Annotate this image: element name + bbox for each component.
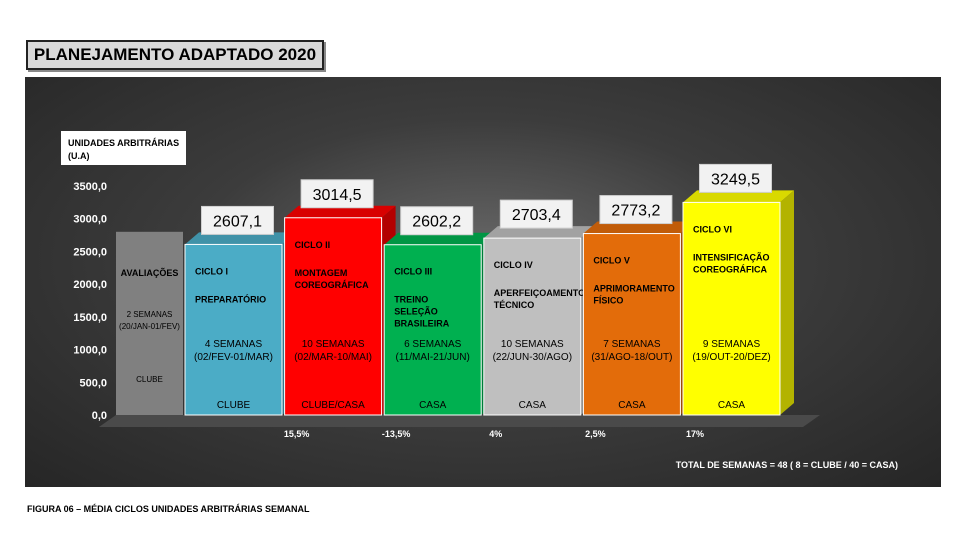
y-tick-label: 500,0: [79, 377, 107, 389]
baseline-bar-avaliacoes: [116, 231, 183, 415]
location-label: CLUBE: [217, 400, 251, 411]
y-axis-label: (U.A): [68, 151, 90, 161]
bar-top: [683, 190, 794, 203]
weeks-label: (22/JUN-30/AGO): [493, 352, 572, 363]
value-label: 2703,4: [512, 207, 561, 224]
weeks-label: 7 SEMANAS: [603, 339, 661, 350]
bar-top: [185, 232, 296, 245]
value-label-box: [400, 206, 474, 236]
value-label: 2602,2: [412, 214, 461, 231]
weeks-label: 4 SEMANAS: [205, 339, 263, 350]
cycle-name: FÍSICO: [593, 296, 623, 306]
cycle-label: CICLO II: [295, 240, 331, 250]
change-label: -13,5%: [382, 429, 411, 439]
weeks-label: 10 SEMANAS: [501, 339, 564, 350]
weeks-label: 9 SEMANAS: [703, 339, 761, 350]
cycle-name: BRASILEIRA: [394, 319, 450, 329]
cycle-name: APRIMORAMENTO: [593, 284, 674, 294]
bar-side: [780, 190, 794, 415]
bar-top: [384, 232, 496, 245]
change-label: 15,5%: [284, 429, 310, 439]
value-label-box: [599, 195, 673, 225]
value-label-box: [201, 205, 274, 235]
cycle-name: COREOGRÁFICA: [295, 280, 370, 290]
cycle-label: CICLO VI: [693, 224, 732, 234]
weeks-label: 6 SEMANAS: [404, 339, 462, 350]
value-label-box: [499, 199, 573, 229]
weeks-label: (02/FEV-01/MAR): [194, 352, 273, 363]
bar-front: [284, 217, 383, 416]
bar-front: [184, 243, 283, 416]
baseline-bar-text: 2 SEMANAS: [127, 310, 173, 319]
location-label: CASA: [419, 400, 447, 411]
cycle-name: APERFEIÇOAMENTO: [494, 288, 585, 298]
y-tick-label: 3000,0: [73, 214, 107, 226]
baseline-bar-text: (20/JAN-01/FEV): [119, 322, 180, 331]
location-label: CLUBE/CASA: [301, 400, 365, 411]
cycle-name: TÉCNICO: [494, 300, 535, 310]
weeks-label: 10 SEMANAS: [302, 339, 365, 350]
total-weeks-note: TOTAL DE SEMANAS = 48 ( 8 = CLUBE / 40 =…: [676, 460, 898, 470]
chart-floor: [99, 415, 820, 427]
value-label: 2773,2: [611, 203, 660, 220]
weeks-label: (02/MAR-10/MAI): [294, 352, 372, 363]
chart-panel: UNIDADES ARBITRÁRIAS (U.A) 0,0 500,0 1000,0 1…: [25, 77, 941, 487]
y-axis-label-box: [61, 131, 186, 165]
bar-front: [682, 201, 781, 416]
cycle-name: COREOGRÁFICA: [693, 264, 768, 274]
location-label: CASA: [718, 400, 746, 411]
bar-top: [483, 226, 595, 239]
change-label: 2,5%: [585, 429, 606, 439]
change-label: 17%: [686, 429, 704, 439]
cycle-name: SELEÇÃO: [394, 307, 438, 317]
cycle-name: INTENSIFICAÇÃO: [693, 252, 770, 262]
y-axis-label: UNIDADES ARBITRÁRIAS: [68, 138, 179, 148]
cycle-name: PREPARATÓRIO: [195, 293, 266, 304]
value-label: 2607,1: [213, 213, 262, 230]
chart-title: PLANEJAMENTO ADAPTADO 2020: [26, 40, 324, 70]
value-label: 3014,5: [313, 187, 362, 204]
bar-top: [284, 205, 396, 218]
y-tick-label: 0,0: [92, 410, 107, 422]
weeks-label: (19/OUT-20/DEZ): [692, 352, 770, 363]
bar-top: [583, 221, 695, 234]
cycle-label: CICLO I: [195, 266, 228, 276]
cycle-label: CICLO V: [593, 256, 630, 266]
bar-front: [383, 244, 482, 416]
bar-front: [582, 233, 681, 416]
y-tick-label: 2500,0: [73, 246, 107, 258]
y-tick-label: 2000,0: [73, 279, 107, 291]
bar-front: [483, 237, 582, 416]
y-tick-label: 3500,0: [73, 181, 107, 193]
cycle-name: MONTAGEM: [295, 268, 348, 278]
change-label: 4%: [489, 429, 502, 439]
location-label: CASA: [519, 400, 547, 411]
value-label-box: [300, 179, 374, 209]
cycle-label: CICLO III: [394, 267, 432, 277]
cycle-label: CICLO IV: [494, 260, 533, 270]
bar-chart: UNIDADES ARBITRÁRIAS (U.A) 0,0 500,0 1000,0 1…: [61, 131, 898, 470]
y-tick-label: 1000,0: [73, 345, 107, 357]
baseline-bar-text: CLUBE: [136, 375, 163, 384]
value-label-box: [699, 163, 772, 193]
weeks-label: (11/MAI-21/JUN): [396, 352, 470, 363]
baseline-bar-text: AVALIAÇÕES: [121, 268, 179, 278]
cycle-name: TREINO: [394, 295, 428, 305]
y-tick-label: 1500,0: [73, 312, 107, 324]
value-label: 3249,5: [711, 171, 760, 188]
figure-caption: FIGURA 06 – MÉDIA CICLOS UNIDADES ARBITR…: [27, 504, 310, 514]
location-label: CASA: [618, 400, 646, 411]
weeks-label: (31/AGO-18/OUT): [591, 352, 672, 363]
